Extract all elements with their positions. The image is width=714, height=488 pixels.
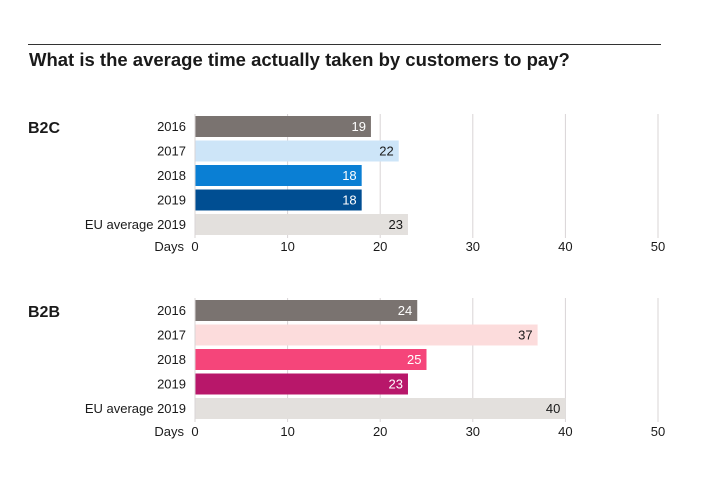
b2c-category-label: 2019	[157, 193, 186, 208]
chart-title: What is the average time actually taken …	[29, 49, 570, 70]
b2c-category-label: 2016	[157, 119, 186, 134]
b2c-bar	[195, 165, 362, 186]
b2b-value-label: 40	[546, 401, 560, 416]
b2b-tick-label: 10	[280, 424, 294, 439]
b2c-tick-label: 30	[466, 239, 480, 254]
b2c-value-label: 23	[389, 217, 403, 232]
b2c-value-label: 22	[379, 144, 393, 159]
b2b-value-label: 25	[407, 352, 421, 367]
b2c-tick-label: 0	[191, 239, 198, 254]
b2c-tick-label: 20	[373, 239, 387, 254]
b2b-tick-label: 50	[651, 424, 665, 439]
b2c-panel-label: B2C	[28, 120, 60, 137]
b2c-bar	[195, 189, 362, 211]
b2b-value-label: 23	[389, 377, 403, 392]
b2b-tick-label: 40	[558, 424, 572, 439]
b2b-value-label: 24	[398, 303, 412, 318]
b2c-bar	[195, 116, 371, 137]
b2b-bar	[195, 349, 427, 370]
b2b-category-label: EU average 2019	[85, 401, 186, 416]
b2c-value-label: 18	[342, 193, 356, 208]
b2c-bar	[195, 140, 399, 162]
title-rule	[28, 44, 661, 45]
b2b-panel-label: B2B	[28, 304, 60, 321]
b2c-axis-label: Days	[154, 239, 184, 254]
b2c-tick-label: 50	[651, 239, 665, 254]
b2b-category-label: 2018	[157, 352, 186, 367]
b2c-category-label: EU average 2019	[85, 217, 186, 232]
b2c-tick-label: 10	[280, 239, 294, 254]
b2c-value-label: 18	[342, 168, 356, 183]
b2b-bar	[195, 373, 408, 395]
b2b-bar	[195, 398, 566, 419]
b2c-tick-label: 40	[558, 239, 572, 254]
b2c-category-label: 2017	[157, 144, 186, 159]
b2b-tick-label: 0	[191, 424, 198, 439]
b2b-category-label: 2017	[157, 328, 186, 343]
b2b-bar	[195, 300, 418, 321]
b2b-category-label: 2016	[157, 303, 186, 318]
b2b-tick-label: 30	[466, 424, 480, 439]
b2b-value-label: 37	[518, 328, 532, 343]
b2b-bar	[195, 324, 538, 346]
b2c-bar	[195, 214, 408, 235]
b2b-tick-label: 20	[373, 424, 387, 439]
b2c-category-label: 2018	[157, 168, 186, 183]
b2b-axis-label: Days	[154, 424, 184, 439]
b2c-value-label: 19	[351, 119, 365, 134]
b2b-category-label: 2019	[157, 377, 186, 392]
